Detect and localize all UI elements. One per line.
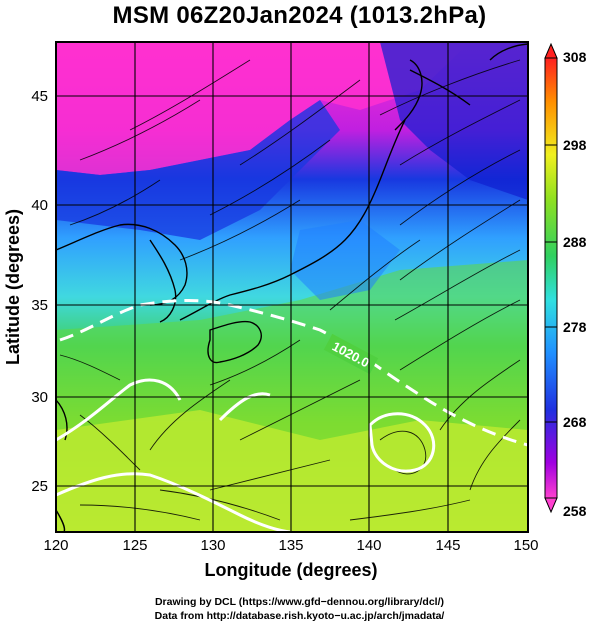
temperature-field	[56, 42, 528, 532]
y-axis-title: Latitude (degrees)	[3, 209, 23, 365]
x-tick-145: 145	[435, 537, 460, 554]
x-tick-135: 135	[278, 537, 303, 554]
colorbar-label-288: 288	[563, 234, 587, 250]
colorbar-label-278: 278	[563, 319, 587, 335]
x-tick-125: 125	[122, 537, 147, 554]
y-tick-25: 25	[31, 478, 48, 495]
colorbar-label-298: 298	[563, 137, 587, 153]
y-tick-45: 45	[31, 88, 48, 105]
x-tick-120: 120	[43, 537, 68, 554]
colorbar-label-308: 308	[563, 49, 587, 65]
colorbar-scale	[544, 57, 558, 499]
y-axis-ticks: 25 30 35 40 45	[31, 88, 48, 495]
x-tick-140: 140	[356, 537, 381, 554]
x-tick-130: 130	[200, 537, 225, 554]
colorbar-min-triangle	[544, 497, 558, 514]
coastlines	[56, 43, 528, 532]
y-tick-35: 35	[31, 297, 48, 314]
plot-frame	[55, 41, 529, 533]
isobars	[56, 299, 528, 532]
y-tick-30: 30	[31, 389, 48, 406]
credit-drawing: Drawing by DCL (https://www.gfd−dennou.o…	[154, 596, 445, 608]
colorbar-max-triangle	[544, 42, 558, 59]
x-tick-150: 150	[513, 537, 538, 554]
x-axis-title: Longitude (degrees)	[204, 560, 377, 580]
credit-data-source: Data from http://database.rish.kyoto−u.a…	[154, 610, 445, 622]
y-tick-40: 40	[31, 197, 48, 214]
colorbar: 308 298 288 278 268 258	[544, 42, 587, 519]
colorbar-label-258: 258	[563, 503, 587, 519]
x-axis-ticks: 120 125 130 135 140 145 150	[43, 537, 538, 554]
colorbar-label-268: 268	[563, 414, 587, 430]
chart-title: MSM 06Z20Jan2024 (1013.2hPa)	[112, 2, 487, 29]
grid-lines	[56, 42, 528, 532]
wind-streamlines	[59, 59, 521, 521]
